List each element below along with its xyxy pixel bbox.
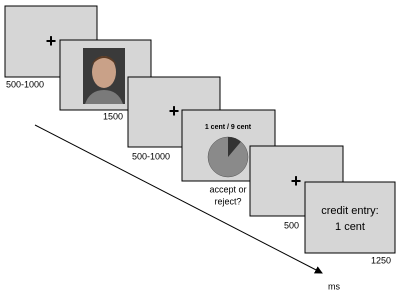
pie-wedge <box>228 136 241 157</box>
duration-label: 1500 <box>103 111 123 121</box>
duration-label: 1250 <box>371 255 391 265</box>
fixation-cross: + <box>169 101 180 121</box>
fixation-cross: + <box>291 171 302 191</box>
duration-label: 500 <box>284 220 299 230</box>
screen <box>304 181 396 254</box>
offer-text: 1 cent / 9 cent <box>205 124 252 131</box>
time-arrow <box>34 124 323 274</box>
duration-label: 500-1000 <box>132 151 170 161</box>
face-image <box>83 48 125 104</box>
fixation-cross: + <box>46 31 57 51</box>
duration-label: 500-1000 <box>6 79 44 89</box>
caption: accept or <box>209 184 246 194</box>
caption: reject? <box>214 196 241 206</box>
feedback-text: 1 cent <box>335 221 365 233</box>
feedback-text: credit entry: <box>321 205 378 217</box>
time-label: ms <box>328 281 340 291</box>
